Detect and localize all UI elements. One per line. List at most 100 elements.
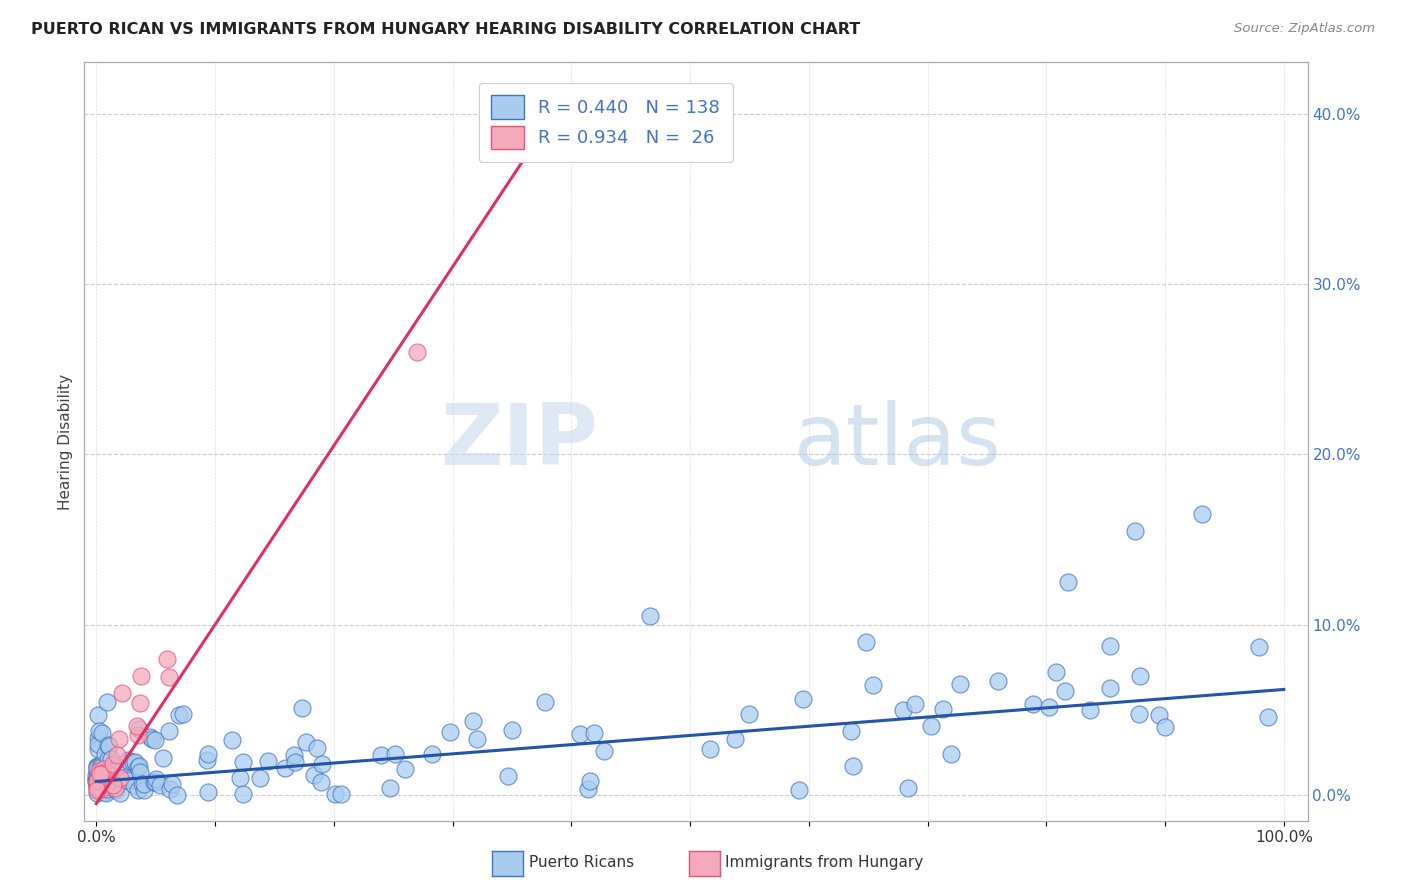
Point (394, 762, 416, 776)
Point (378, 781, 401, 796)
Point (932, 702, 955, 716)
Point (96, 782, 118, 797)
Point (1053, 684, 1076, 698)
Point (406, 345, 429, 359)
Point (108, 786, 131, 800)
Point (129, 764, 152, 779)
Point (87, 707, 110, 722)
Point (1056, 575, 1078, 590)
Point (86, 777, 108, 791)
Point (86, 783, 108, 797)
Point (86, 774, 108, 789)
Point (142, 775, 165, 789)
Point (232, 787, 254, 801)
Point (91, 762, 114, 776)
Point (91, 725, 114, 739)
Point (257, 755, 280, 769)
Point (93, 774, 115, 789)
Point (157, 724, 180, 739)
Point (93, 767, 115, 781)
Point (84, 772, 107, 787)
Point (197, 785, 219, 799)
Point (127, 760, 149, 774)
Point (370, 747, 392, 762)
Point (159, 670, 181, 684)
Point (86, 780, 108, 795)
Point (723, 731, 745, 746)
Text: atlas: atlas (794, 400, 1002, 483)
Point (576, 782, 599, 797)
Point (166, 788, 188, 802)
Point (101, 778, 124, 792)
Point (104, 763, 127, 777)
Point (86, 774, 108, 789)
Point (128, 758, 150, 772)
Point (232, 756, 254, 770)
Point (284, 755, 307, 769)
Point (93, 747, 115, 761)
Point (139, 731, 162, 745)
Point (98, 773, 121, 788)
Point (86, 764, 108, 778)
Text: Immigrants from Hungary: Immigrants from Hungary (725, 855, 924, 870)
Point (167, 707, 190, 722)
Point (105, 748, 128, 763)
Point (330, 787, 353, 801)
Point (862, 678, 884, 692)
Point (891, 703, 914, 717)
Point (87, 724, 110, 739)
Point (111, 686, 134, 700)
Point (302, 767, 325, 781)
Point (104, 782, 127, 797)
Text: Puerto Ricans: Puerto Ricans (529, 855, 634, 870)
Point (100, 752, 122, 766)
Point (120, 755, 142, 769)
Point (792, 692, 814, 706)
Point (841, 759, 863, 773)
Point (1098, 681, 1121, 696)
Point (1128, 706, 1150, 721)
Point (1147, 708, 1170, 723)
Point (1099, 640, 1122, 654)
Point (143, 733, 166, 747)
Point (97, 756, 120, 771)
Point (122, 756, 145, 770)
Point (115, 770, 138, 784)
Point (534, 695, 557, 709)
Point (89, 766, 111, 780)
Point (103, 756, 125, 771)
Point (1045, 665, 1067, 680)
Point (197, 747, 219, 761)
Point (86, 773, 108, 788)
Point (496, 769, 519, 783)
Point (110, 771, 132, 785)
Point (96, 696, 118, 710)
Point (90, 759, 112, 773)
Point (1078, 703, 1101, 717)
Point (229, 771, 252, 785)
Point (87, 772, 110, 787)
Point (1129, 669, 1152, 683)
Point (987, 674, 1010, 689)
Point (295, 735, 318, 749)
Point (592, 744, 614, 758)
Point (1153, 720, 1175, 734)
Point (195, 753, 218, 767)
Point (920, 719, 942, 733)
Point (87, 783, 110, 797)
Point (86, 758, 108, 772)
Point (86, 780, 108, 794)
Point (855, 634, 877, 648)
Point (132, 783, 155, 797)
Point (311, 756, 333, 771)
Point (1257, 710, 1279, 724)
Point (86, 786, 108, 800)
Point (86, 780, 108, 795)
Point (117, 772, 139, 787)
Point (582, 725, 605, 739)
Point (579, 774, 602, 789)
Point (86, 761, 108, 775)
Point (86, 741, 108, 756)
Point (97, 738, 120, 752)
Point (249, 771, 271, 785)
